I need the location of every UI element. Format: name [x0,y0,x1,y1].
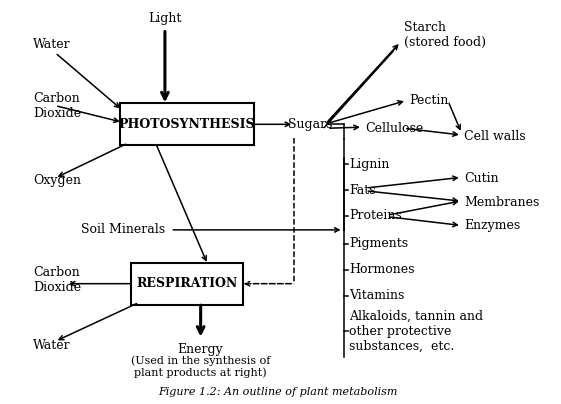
Text: Cutin: Cutin [465,172,499,185]
Text: Hormones: Hormones [349,263,415,276]
Text: Pectin: Pectin [410,94,449,107]
Text: Enzymes: Enzymes [465,219,521,232]
Text: Membranes: Membranes [465,196,540,208]
Text: Alkaloids, tannin and
other protective
substances,  etc.: Alkaloids, tannin and other protective s… [349,310,483,353]
Text: PHOTOSYNTHESIS: PHOTOSYNTHESIS [118,118,255,131]
Text: Pigments: Pigments [349,237,408,250]
Text: RESPIRATION: RESPIRATION [136,277,237,290]
Text: Oxygen: Oxygen [33,174,81,187]
Text: Soil Minerals: Soil Minerals [81,223,165,236]
Text: Cellulose: Cellulose [366,122,424,135]
Text: Proteins: Proteins [349,209,402,223]
Text: Water: Water [33,38,71,51]
Text: Sugars: Sugars [288,118,333,131]
Text: Carbon
Dioxide: Carbon Dioxide [33,266,81,294]
Text: Light: Light [148,12,182,25]
Text: Vitamins: Vitamins [349,289,404,302]
Text: Cell walls: Cell walls [465,130,526,143]
Text: Starch
(stored food): Starch (stored food) [404,21,486,48]
Text: Water: Water [33,339,71,352]
Text: Fats: Fats [349,183,376,197]
Text: Energy: Energy [178,343,223,356]
FancyBboxPatch shape [119,103,254,145]
Text: Lignin: Lignin [349,158,389,170]
Text: Carbon
Dioxide: Carbon Dioxide [33,93,81,120]
FancyBboxPatch shape [131,263,243,305]
Text: (Used in the synthesis of
plant products at right): (Used in the synthesis of plant products… [131,356,270,378]
Text: Figure 1.2: An outline of plant metabolism: Figure 1.2: An outline of plant metaboli… [158,387,397,397]
